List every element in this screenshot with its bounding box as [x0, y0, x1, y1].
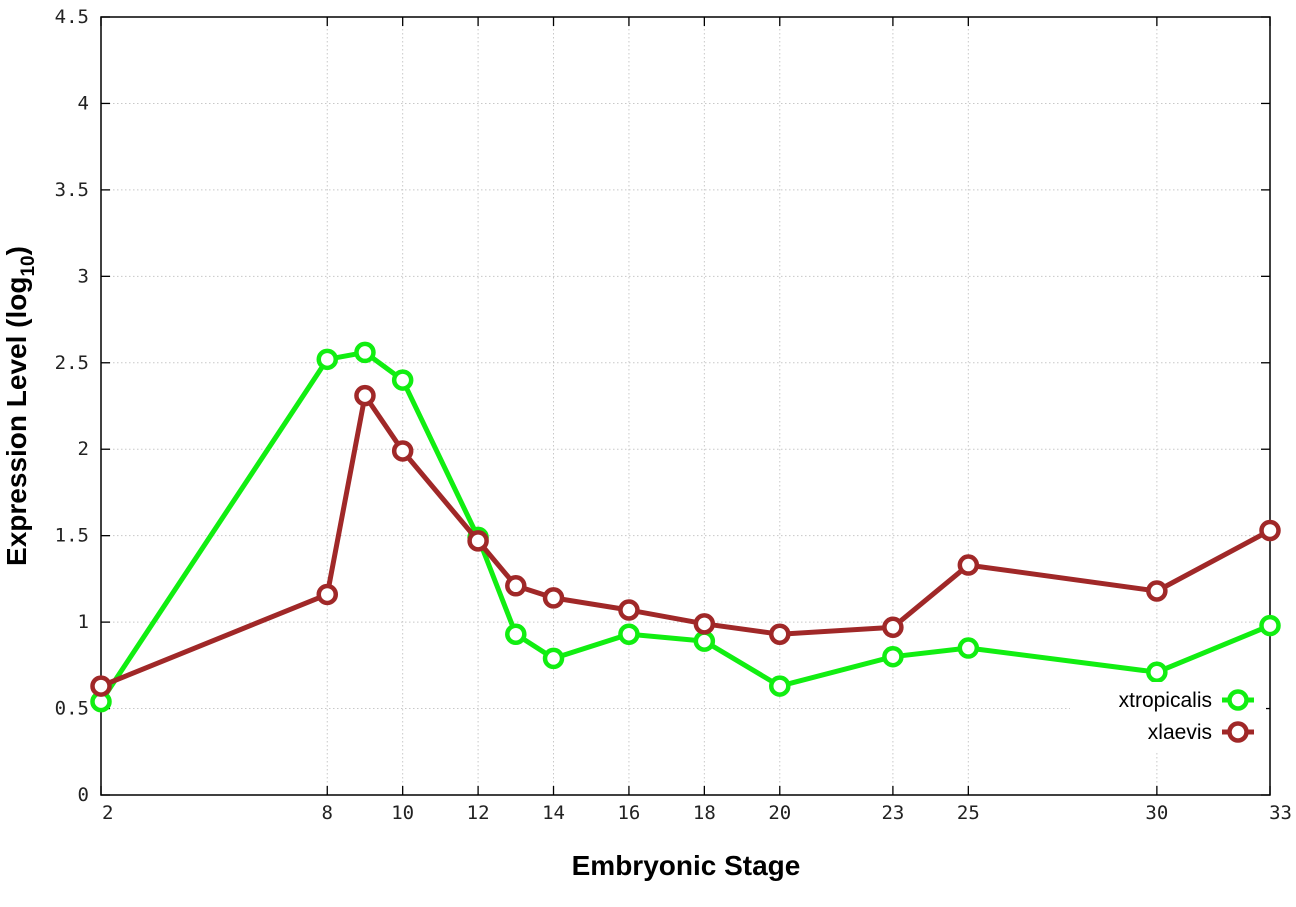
y-tick-label: 1.5	[55, 525, 89, 547]
x-tick-label: 10	[391, 802, 414, 824]
y-tick-label: 0	[78, 784, 89, 806]
x-tick-label: 14	[542, 802, 565, 824]
x-tick-label: 18	[693, 802, 716, 824]
x-tick-labels: 2 8 10 12 14 16 18 20 23 25 30 33	[102, 802, 1292, 824]
data-point-xlaevis	[354, 384, 376, 407]
grid-lines	[101, 17, 1270, 795]
legend-label-xlaevis: xlaevis	[1148, 721, 1212, 744]
y-tick-label: 0.5	[55, 698, 89, 720]
data-point-xlaevis	[505, 575, 527, 597]
data-point-xlaevis	[618, 599, 640, 621]
data-point-xtropicalis	[957, 637, 980, 659]
axis-ticks	[100, 16, 1271, 796]
data-point-xlaevis	[1259, 519, 1281, 542]
legend: xtropicalis xlaevis	[1070, 682, 1266, 752]
x-tick-label: 25	[957, 802, 980, 824]
y-tick-label: 2	[78, 438, 89, 460]
y-tick-label: 3.5	[55, 179, 89, 201]
data-point-xlaevis	[693, 613, 716, 635]
x-tick-label: 23	[881, 802, 904, 824]
data-point-xlaevis	[90, 675, 112, 697]
series-line-xlaevis	[100, 393, 1272, 689]
legend-label-xtropicalis: xtropicalis	[1119, 689, 1212, 712]
legend-swatch-marker-xlaevis	[1227, 721, 1249, 743]
data-point-xlaevis	[769, 623, 791, 645]
y-tick-label: 2.5	[55, 352, 89, 374]
data-point-xlaevis	[467, 530, 489, 552]
series-line-xtropicalis	[98, 349, 1271, 703]
x-tick-label: 8	[322, 802, 333, 824]
x-tick-label: 30	[1145, 802, 1168, 824]
plot-frame	[100, 16, 1271, 796]
data-point-xtropicalis	[542, 647, 565, 670]
x-tick-label: 20	[768, 802, 791, 824]
data-point-xtropicalis	[693, 630, 716, 652]
data-point-xlaevis	[316, 583, 339, 606]
y-tick-label: 1	[78, 611, 89, 633]
legend-swatch-marker-xtropicalis	[1227, 689, 1249, 711]
data-point-xtropicalis	[1259, 614, 1281, 637]
data-point-xtropicalis	[882, 645, 904, 668]
data-point-xlaevis	[542, 587, 565, 609]
data-point-xtropicalis	[618, 623, 640, 645]
data-point-xlaevis	[882, 616, 904, 639]
data-point-xtropicalis	[1146, 661, 1168, 683]
y-tick-label: 3	[78, 265, 89, 287]
x-tick-label: 12	[467, 802, 490, 824]
data-point-xtropicalis	[316, 348, 339, 371]
data-point-xtropicalis	[769, 675, 791, 697]
data-point-xtropicalis	[354, 341, 376, 364]
data-point-xlaevis	[391, 440, 414, 462]
data-point-xlaevis	[957, 554, 980, 576]
y-tick-label: 4	[78, 92, 89, 114]
y-tick-label: 4.5	[55, 6, 89, 28]
data-point-xtropicalis	[391, 369, 414, 391]
data-point-xtropicalis	[505, 623, 527, 645]
x-axis-title: Embryonic Stage	[572, 850, 801, 881]
x-tick-label: 2	[102, 802, 113, 824]
x-tick-label: 16	[617, 802, 640, 824]
y-tick-labels: 0 0.5 1 1.5 2 2.5 3 3.5 4 4.5	[55, 6, 89, 806]
data-point-xlaevis	[1146, 580, 1168, 602]
x-tick-label: 33	[1269, 802, 1292, 824]
series-lines	[90, 341, 1281, 713]
y-axis-title: Expression Level (log10)	[1, 246, 39, 566]
